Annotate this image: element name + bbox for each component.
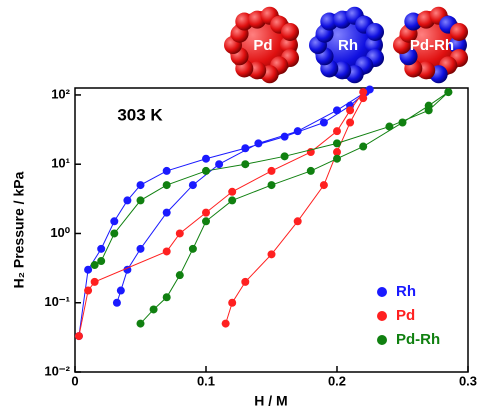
- data-point: [241, 144, 250, 153]
- data-point: [97, 244, 106, 253]
- data-point: [365, 85, 374, 94]
- data-point: [359, 94, 368, 103]
- data-point: [254, 139, 263, 148]
- x-tick-label: 0.1: [197, 373, 215, 388]
- data-point: [241, 277, 250, 286]
- series-line: [94, 91, 449, 324]
- cluster-atom: [281, 22, 300, 41]
- data-point: [280, 132, 289, 141]
- data-point: [136, 181, 145, 190]
- y-tick-label: 10⁻¹: [44, 294, 70, 309]
- data-point: [202, 154, 210, 163]
- cluster-atom: [366, 22, 385, 41]
- data-point: [202, 166, 210, 175]
- cluster-atom: [449, 36, 467, 54]
- cluster-atom: [450, 22, 469, 41]
- data-point: [84, 286, 93, 295]
- data-point: [385, 122, 394, 131]
- data-point: [221, 319, 230, 328]
- data-point: [228, 298, 237, 307]
- data-point: [333, 154, 341, 163]
- x-axis-label: H / M: [254, 393, 287, 409]
- data-point: [215, 160, 224, 169]
- cluster-atom: [280, 36, 298, 54]
- data-point: [267, 250, 276, 259]
- data-point: [267, 166, 276, 175]
- cluster-label: Rh: [338, 37, 358, 54]
- legend-label: Pd: [396, 307, 415, 324]
- data-point: [280, 152, 289, 161]
- data-point: [202, 217, 210, 226]
- data-point: [74, 332, 83, 341]
- data-point: [188, 244, 197, 253]
- data-point: [241, 160, 250, 169]
- data-point: [90, 261, 99, 270]
- plot-frame: [74, 87, 469, 373]
- y-tick-label: 10¹: [51, 156, 70, 171]
- data-point: [319, 181, 328, 190]
- data-point: [228, 196, 237, 205]
- x-tick-label: 0.3: [459, 373, 477, 388]
- data-point: [162, 208, 171, 217]
- data-point: [293, 127, 302, 136]
- data-point: [162, 247, 171, 256]
- y-tick-label: 10⁰: [50, 225, 70, 240]
- legend-label: Rh: [396, 283, 416, 300]
- data-point: [116, 286, 125, 295]
- data-point: [228, 187, 237, 196]
- legend-marker: [377, 311, 387, 321]
- data-point: [424, 101, 433, 110]
- data-point: [123, 196, 132, 205]
- data-point: [319, 118, 328, 127]
- data-point: [162, 181, 171, 190]
- data-point: [175, 229, 184, 238]
- data-point: [84, 265, 93, 274]
- data-point: [293, 217, 302, 226]
- data-point: [112, 298, 121, 307]
- data-point: [162, 293, 171, 302]
- cluster-label: Pd-Rh: [410, 37, 454, 54]
- x-tick-label: 0: [71, 373, 78, 388]
- series-line: [78, 91, 364, 337]
- data-point: [346, 106, 355, 115]
- data-point: [359, 88, 368, 97]
- data-point: [346, 118, 355, 127]
- data-point: [110, 229, 119, 238]
- data-point: [136, 244, 145, 253]
- cluster-icons: Pd Rh Pd-Rh: [224, 6, 469, 84]
- data-point: [333, 148, 341, 157]
- data-point: [90, 277, 99, 286]
- y-tick-label: 10⁻²: [44, 363, 70, 378]
- legend-marker: [377, 287, 387, 297]
- data-point: [333, 127, 341, 136]
- series-line: [78, 89, 371, 337]
- cluster-label: Pd: [253, 37, 272, 54]
- data-point: [175, 271, 184, 280]
- legend-label: Pd-Rh: [396, 331, 440, 348]
- data-point: [136, 319, 145, 328]
- data-point: [398, 118, 407, 127]
- cluster-atom: [365, 36, 383, 54]
- data-point: [333, 139, 341, 148]
- data-point: [202, 208, 210, 217]
- annotation: 303 K: [117, 105, 163, 124]
- x-tick-label: 0.2: [328, 373, 346, 388]
- data-point: [359, 142, 368, 151]
- data-point: [267, 181, 276, 190]
- data-point: [136, 196, 145, 205]
- data-point: [97, 257, 106, 266]
- data-point: [188, 181, 197, 190]
- legend-marker: [377, 335, 387, 345]
- y-tick-label: 10²: [51, 86, 70, 101]
- data-point: [110, 217, 119, 226]
- data-point: [333, 106, 341, 115]
- data-point: [306, 166, 315, 175]
- y-axis-label: H₂ Pressure / kPa: [11, 171, 27, 288]
- data-point: [149, 305, 158, 314]
- data-point: [444, 88, 453, 97]
- data-point: [162, 166, 171, 175]
